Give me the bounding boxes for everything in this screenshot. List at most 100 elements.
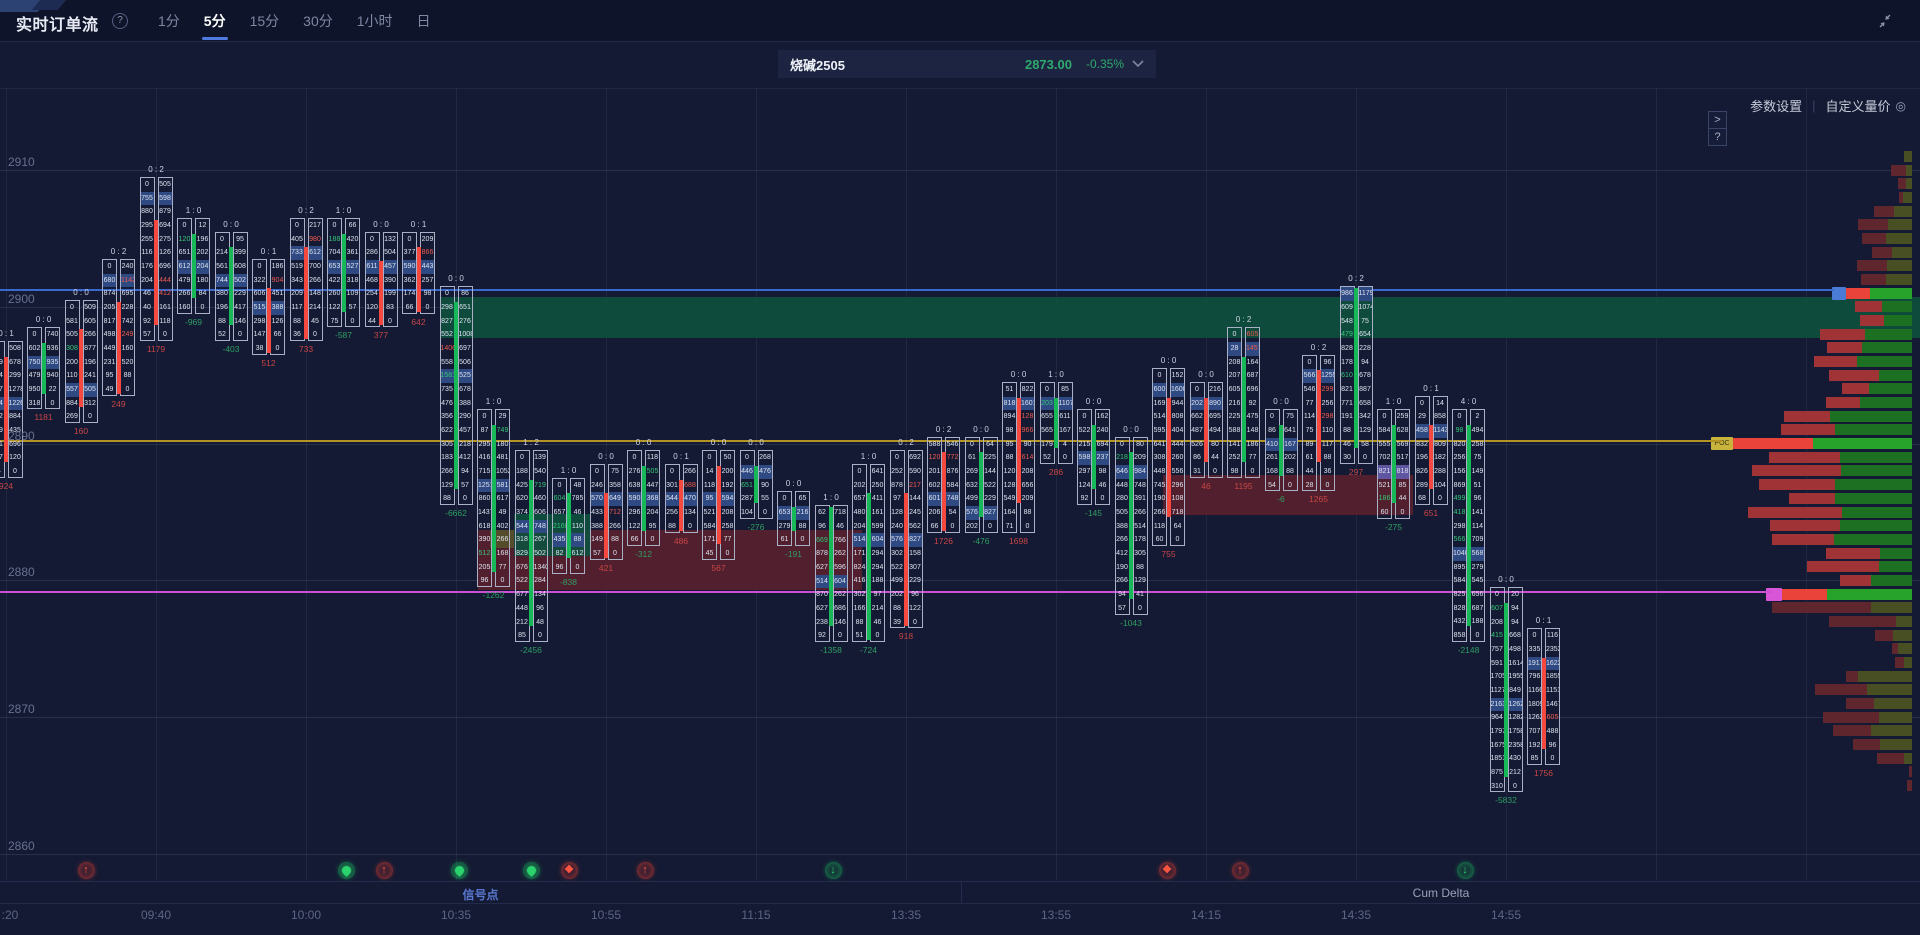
signal-red-up-icon: ↑ (1231, 862, 1249, 879)
candle-cell: 48 (573, 481, 582, 489)
candle-body-line (454, 301, 458, 490)
tab-1小时[interactable]: 1小时 (356, 13, 393, 29)
candle-cell: 1166 (1528, 686, 1541, 694)
ticker-bar[interactable]: 烧碱2505 2873.00 -0.35% (778, 50, 1156, 78)
collapse-icon[interactable] (1876, 12, 1894, 30)
candle-delta-footer: -969 (184, 316, 202, 327)
candle-body-line (791, 507, 796, 531)
candle-cell: 288 (1434, 468, 1446, 476)
candle-cell: 607 (1491, 604, 1503, 612)
candle-delta-header: 0 : 0 (1160, 356, 1177, 366)
price-gridline (0, 580, 1920, 582)
candle-cell: 740 (46, 331, 59, 339)
candle-cell: 377 (0, 454, 3, 462)
candle-cell: 874 (103, 290, 116, 298)
candle-cell: 229 (984, 495, 996, 503)
custom-volume-price-link[interactable]: 自定义量价 (1825, 99, 1891, 114)
candle-delta-header: 0 : 1 (1535, 616, 1552, 626)
chevron-down-icon[interactable] (1132, 60, 1144, 68)
candle-cell: 444 (159, 276, 171, 284)
candle-cell: 404 (1171, 427, 1184, 435)
panel-help-button[interactable]: ? (1708, 128, 1727, 146)
candle-cell: 64 (0, 465, 4, 479)
candle-cell: 520 (121, 358, 134, 366)
tab-30分[interactable]: 30分 (303, 13, 333, 29)
candle-body-line (1466, 425, 1471, 627)
candle-cell: 1705 (1490, 673, 1504, 681)
candle-delta-header: 0 : 2 (110, 246, 127, 256)
candle-cell: 557 (65, 382, 79, 397)
footprint-candle: 0 : 0 0 214 561 744 380 196 88 52 95 399 608 502 229 4… (214, 220, 248, 354)
candle-cell: 217 (309, 221, 321, 229)
candle-cell: 148 (309, 290, 321, 298)
candle-cell: 460 (534, 495, 546, 503)
candle-cell: 818 (1003, 396, 1016, 411)
time-gridline (606, 88, 607, 880)
candle-cell: 118 (159, 317, 171, 325)
candle-delta-footer: 755 (1161, 549, 1176, 560)
candle-cell: 458 (1415, 424, 1429, 438)
candle-cell: 668 (1509, 632, 1521, 640)
candle-cell: 77 (1248, 454, 1257, 462)
time-axis-label: 10:55 (590, 908, 622, 922)
footprint-candle: 0 : 0 0 600 169 514 595 641 308 448 745 190 266 118 6… (1152, 356, 1185, 559)
candle-delta-header: 1 : 0 (1048, 370, 1064, 380)
candle-cell: 0 (370, 235, 374, 243)
volume-profile-row (1898, 178, 1912, 190)
tab-1分[interactable]: 1分 (158, 13, 180, 29)
candle-body-line (1316, 370, 1321, 463)
footprint-candle: 0 : 1 0 29 458 832 196 826 289 68 14 858 1143 809 182… (1414, 384, 1448, 518)
candle-cell: 651 (459, 303, 471, 311)
footprint-candle: 1 : 0 0 188 704 653 422 260 122 75 66 420 361 527 318… (327, 206, 360, 340)
candle-cell: 390 (384, 276, 396, 284)
topbar: 实时订单流 ? 1分 5分 15分 30分 1小时 日 (0, 0, 1920, 42)
candle-cell: 696 (1246, 386, 1259, 393)
candle-cell: 986 (1340, 287, 1354, 301)
candle-cell: 258 (721, 522, 734, 530)
candle-cell: 475 (1246, 413, 1259, 421)
candle-ask-column: 65 216 88 0 (795, 491, 810, 547)
candle-cell: 238 (816, 618, 828, 626)
candle-cell: 0 (50, 399, 55, 407)
candle-cell: 209 (1134, 454, 1146, 462)
parameter-settings-link[interactable]: 参数设置 (1750, 99, 1803, 114)
candle-cell: 46 (1343, 440, 1351, 448)
candle-cell: 0 (895, 454, 899, 462)
tab-5分[interactable]: 5分 (192, 0, 238, 42)
candle-cell: 561 (216, 262, 228, 270)
candle-cell: 700 (309, 262, 321, 270)
candle-cell: 604 (871, 533, 884, 548)
candle-cell: 596 (834, 563, 846, 571)
candle-cell: 92 (143, 317, 151, 325)
candle-cell: 256 (1453, 454, 1466, 462)
candle-delta-header: 0 : 1 (260, 246, 277, 256)
volume-profile-row (1833, 725, 1912, 737)
candle-cell: 517 (1396, 454, 1409, 462)
expand-panel-button[interactable]: > (1708, 111, 1727, 129)
candle-bid-column: 0 584 555 702 821 521 186 60 (1377, 409, 1392, 519)
candle-cell: 605 (1546, 714, 1559, 722)
candle-ask-column: 209 866 443 257 98 0 (420, 231, 435, 314)
candle-bid-column: 0 755 880 295 255 116 176 204 46 40 92 57 (139, 176, 155, 341)
candle-cell: 66 (405, 303, 414, 311)
candle-bid-column: 0 602 750 479 950 318 (27, 327, 42, 410)
candle-cell: 95 (648, 522, 657, 530)
candle-bid-column: 0 252 878 97 128 240 576 302 522 499 202 88 39 (889, 450, 905, 629)
candle-cell: 267 (534, 536, 546, 544)
candle-cell: 259 (1396, 413, 1409, 421)
candle-cell: 828 (1453, 604, 1466, 612)
candle-bid-column: 0 377 590 362 174 66 (402, 231, 417, 314)
target-icon[interactable]: ◎ (1895, 98, 1906, 113)
candle-cell: 132 (384, 235, 396, 243)
candle-cell: 98 (423, 290, 432, 298)
candle-cell: 860 (478, 495, 491, 503)
candle-cell: 818 (1396, 465, 1409, 479)
candle-cell: 90 (761, 481, 769, 489)
candle-ask-column: 605 1457 164 687 696 92 475 148 186 77 0 (1245, 327, 1260, 478)
footprint-candle: 1 : 2 0 188 425 620 374 544 318 829 676 522 677 448 2… (514, 438, 548, 655)
tab-15分[interactable]: 15分 (249, 13, 280, 29)
tab-日[interactable]: 日 (416, 13, 431, 29)
help-icon[interactable]: ? (112, 13, 128, 29)
